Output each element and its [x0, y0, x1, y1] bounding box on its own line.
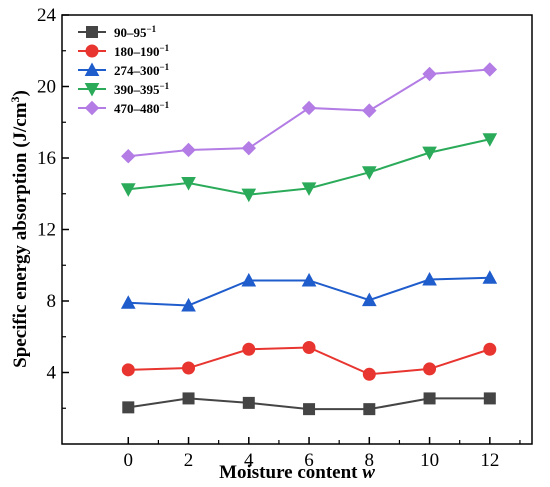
series-layer	[120, 62, 498, 416]
x-tick-label: 8	[365, 450, 375, 471]
y-tick-label: 16	[37, 148, 56, 169]
data-point	[121, 363, 135, 377]
y-axis-ticks: 4 8 12 16 20 24	[37, 5, 69, 409]
data-point	[483, 342, 497, 356]
data-point	[120, 183, 136, 197]
data-point	[241, 188, 257, 203]
data-point	[423, 362, 437, 376]
data-point	[303, 403, 316, 416]
data-point	[362, 367, 376, 381]
x-tick-label: 0	[124, 450, 134, 471]
legend-marker	[84, 83, 100, 97]
legend-label-text: 470–480	[114, 101, 160, 116]
data-point	[182, 361, 196, 375]
y-tick-label: 20	[37, 77, 56, 98]
data-point	[422, 272, 437, 286]
legend-label: 90–95−1	[114, 24, 157, 40]
legend-item: 90–95−1	[78, 24, 157, 40]
legend-label-text: 274–300	[114, 63, 160, 78]
legend-label-text: 180–190	[114, 44, 160, 59]
legend-item: 470–480−1	[78, 100, 170, 116]
data-point	[422, 146, 437, 161]
data-point	[301, 272, 317, 287]
series-5	[121, 62, 498, 164]
series-1	[122, 392, 496, 416]
legend-label-sup: −1	[160, 62, 170, 72]
data-point	[301, 182, 317, 196]
legend-marker	[84, 100, 100, 116]
legend-label-text: 90–95	[114, 25, 147, 40]
data-point	[121, 149, 136, 164]
legend-label: 180–190−1	[114, 43, 170, 59]
x-tick-label: 4	[244, 450, 254, 471]
data-point	[482, 133, 498, 147]
data-point	[482, 270, 498, 284]
data-point	[302, 340, 316, 354]
data-point	[363, 403, 376, 416]
data-point	[301, 100, 317, 116]
x-tick-label: 10	[420, 450, 439, 471]
legend-label-sup: −1	[160, 81, 170, 91]
x-axis-title: Moisture content w	[219, 462, 375, 483]
y-tick-label: 8	[47, 291, 57, 312]
y-axis-title: Specific energy absorption (J/cm3)	[8, 90, 31, 368]
y-tick-label: 4	[47, 363, 57, 384]
x-axis-title-var: w	[362, 462, 375, 483]
data-point	[181, 297, 196, 312]
series-2	[121, 340, 497, 381]
x-tick-label: 6	[304, 450, 314, 471]
legend-label-sup: −1	[160, 100, 170, 110]
legend-label: 470–480−1	[114, 100, 170, 116]
data-point	[122, 401, 135, 414]
legend-marker	[85, 44, 99, 58]
legend-label: 390–395−1	[114, 81, 170, 97]
data-point	[483, 392, 496, 405]
data-point	[242, 342, 256, 356]
y-axis-title-text: Specific energy absorption (J/cm	[10, 102, 31, 368]
y-tick-label: 24	[37, 5, 57, 26]
data-point	[423, 392, 436, 405]
legend-item: 390–395−1	[78, 81, 170, 97]
data-point	[422, 66, 437, 82]
legend-marker	[84, 62, 100, 76]
data-point	[361, 166, 377, 180]
data-point	[361, 292, 377, 307]
data-point	[120, 295, 136, 309]
data-point	[241, 140, 257, 156]
legend-label-sup: −1	[147, 24, 157, 34]
legend-label-sup: −1	[160, 43, 170, 53]
data-point	[182, 392, 195, 405]
legend-label: 274–300−1	[114, 62, 170, 78]
y-tick-label: 12	[37, 220, 56, 241]
legend-item: 274–300−1	[78, 62, 170, 78]
y-axis-title-end: )	[10, 90, 31, 96]
legend-item: 180–190−1	[78, 43, 170, 59]
legend: 90–95−1180–190−1274–300−1390–395−1470–48…	[78, 24, 170, 116]
data-point	[242, 396, 255, 409]
data-point	[482, 62, 498, 77]
series-4	[120, 133, 498, 203]
plot-frame	[61, 14, 533, 445]
x-axis-ticks: 0 2 4 6 8 10 12	[124, 437, 521, 471]
data-point	[181, 177, 196, 191]
series-3	[120, 270, 498, 312]
x-tick-label: 12	[480, 450, 499, 471]
legend-marker	[86, 26, 98, 38]
x-axis-title-text: Moisture content	[219, 462, 362, 483]
x-tick-label: 2	[184, 450, 194, 471]
data-point	[181, 142, 196, 158]
y-axis-title-sup: 3	[8, 96, 22, 102]
data-point	[241, 272, 257, 287]
data-point	[362, 103, 377, 118]
legend-label-text: 390–395	[114, 82, 160, 97]
